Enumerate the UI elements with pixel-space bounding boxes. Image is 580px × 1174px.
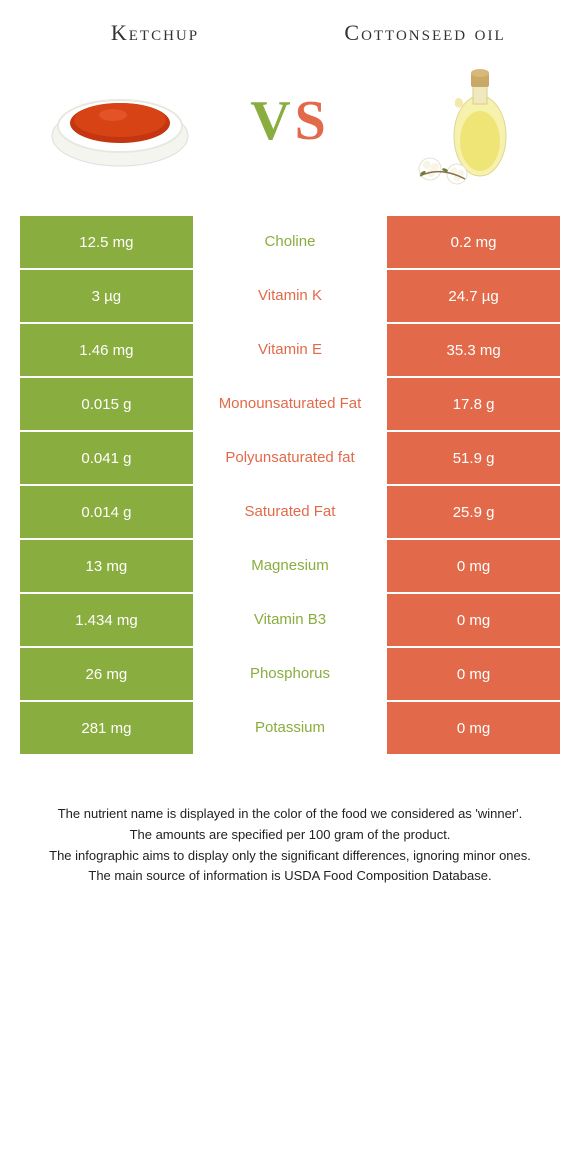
left-value-cell: 0.015 g: [20, 378, 193, 430]
table-row: 26 mgPhosphorus0 mg: [20, 648, 560, 700]
left-value-cell: 12.5 mg: [20, 216, 193, 268]
nutrient-label: Monounsaturated Fat: [193, 378, 387, 430]
table-row: 0.041 gPolyunsaturated fat51.9 g: [20, 432, 560, 484]
nutrient-label: Saturated Fat: [193, 486, 387, 538]
left-value-cell: 26 mg: [20, 648, 193, 700]
right-value-cell: 0 mg: [387, 594, 560, 646]
nutrient-label: Vitamin E: [193, 324, 387, 376]
right-value-cell: 0 mg: [387, 540, 560, 592]
table-row: 0.015 gMonounsaturated Fat17.8 g: [20, 378, 560, 430]
footer-line-4: The main source of information is USDA F…: [40, 866, 540, 887]
nutrient-label: Polyunsaturated fat: [193, 432, 387, 484]
right-value-cell: 0.2 mg: [387, 216, 560, 268]
table-row: 3 µgVitamin K24.7 µg: [20, 270, 560, 322]
left-value-cell: 0.014 g: [20, 486, 193, 538]
right-food-title: Cottonseed oil: [304, 20, 547, 46]
right-value-cell: 0 mg: [387, 648, 560, 700]
footer-line-3: The infographic aims to display only the…: [40, 846, 540, 867]
nutrient-label: Magnesium: [193, 540, 387, 592]
right-value-cell: 24.7 µg: [387, 270, 560, 322]
left-value-cell: 1.434 mg: [20, 594, 193, 646]
right-value-cell: 17.8 g: [387, 378, 560, 430]
right-value-cell: 35.3 mg: [387, 324, 560, 376]
table-row: 281 mgPotassium0 mg: [20, 702, 560, 754]
footer-line-2: The amounts are specified per 100 gram o…: [40, 825, 540, 846]
table-row: 12.5 mgCholine0.2 mg: [20, 216, 560, 268]
left-value-cell: 13 mg: [20, 540, 193, 592]
table-row: 0.014 gSaturated Fat25.9 g: [20, 486, 560, 538]
right-value-cell: 25.9 g: [387, 486, 560, 538]
nutrient-label: Potassium: [193, 702, 387, 754]
header-row: Ketchup Cottonseed oil: [20, 20, 560, 46]
right-value-cell: 0 mg: [387, 702, 560, 754]
table-row: 1.46 mgVitamin E35.3 mg: [20, 324, 560, 376]
ketchup-image: [30, 56, 210, 186]
nutrient-label: Vitamin B3: [193, 594, 387, 646]
nutrient-label: Phosphorus: [193, 648, 387, 700]
vs-v-letter: V: [250, 90, 294, 152]
left-value-cell: 281 mg: [20, 702, 193, 754]
vs-label: VS: [250, 89, 330, 153]
footer-notes: The nutrient name is displayed in the co…: [20, 804, 560, 887]
table-row: 1.434 mgVitamin B30 mg: [20, 594, 560, 646]
left-value-cell: 3 µg: [20, 270, 193, 322]
left-value-cell: 1.46 mg: [20, 324, 193, 376]
oil-image: [370, 56, 550, 186]
table-row: 13 mgMagnesium0 mg: [20, 540, 560, 592]
right-value-cell: 51.9 g: [387, 432, 560, 484]
footer-line-1: The nutrient name is displayed in the co…: [40, 804, 540, 825]
nutrient-label: Choline: [193, 216, 387, 268]
left-value-cell: 0.041 g: [20, 432, 193, 484]
vs-s-letter: S: [295, 90, 330, 152]
images-row: VS: [20, 56, 560, 186]
left-food-title: Ketchup: [34, 20, 277, 46]
nutrient-label: Vitamin K: [193, 270, 387, 322]
nutrient-table: 12.5 mgCholine0.2 mg3 µgVitamin K24.7 µg…: [20, 216, 560, 754]
